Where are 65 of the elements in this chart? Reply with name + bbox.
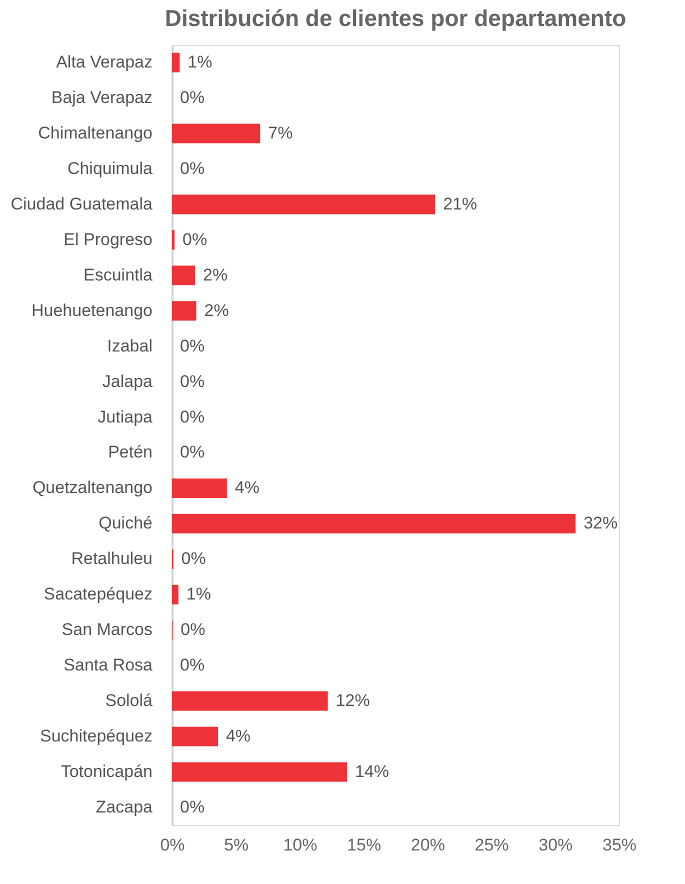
x-tick-label: 15% xyxy=(347,836,382,854)
bar xyxy=(172,266,195,286)
y-tick-label: Totonicapán xyxy=(60,762,152,781)
y-tick-label: Baja Verapaz xyxy=(51,88,152,108)
y-tick-label: Petén xyxy=(108,442,152,462)
y-tick-label: Huehuetenango xyxy=(31,300,152,320)
data-label: 0% xyxy=(180,442,205,462)
y-tick-label: San Marcos xyxy=(62,620,152,640)
data-label: 2% xyxy=(204,300,229,320)
y-tick-label: Alta Verapaz xyxy=(56,52,152,72)
data-label: 12% xyxy=(336,691,370,710)
data-label: 0% xyxy=(180,407,205,426)
data-label: 32% xyxy=(584,514,618,533)
bar xyxy=(172,301,196,321)
bar xyxy=(172,478,227,498)
data-label: 0% xyxy=(180,158,205,178)
bar xyxy=(172,52,180,72)
data-label: 1% xyxy=(186,584,211,604)
data-label: 0% xyxy=(182,230,208,249)
data-label: 0% xyxy=(181,549,206,568)
data-label: 0% xyxy=(180,336,205,356)
data-label: 4% xyxy=(226,726,251,746)
x-tick-label: 35% xyxy=(602,836,637,854)
x-tick-label: 10% xyxy=(283,836,318,854)
bar xyxy=(172,124,260,144)
bar xyxy=(172,514,576,534)
x-tick-label: 0% xyxy=(160,836,185,854)
bar xyxy=(172,194,436,214)
y-tick-label: Quetzaltenango xyxy=(32,478,152,498)
y-tick-label: Zacapa xyxy=(96,797,154,816)
data-label: 21% xyxy=(443,194,478,214)
y-tick-label: Chiquimula xyxy=(67,158,154,178)
y-tick-label: Santa Rosa xyxy=(64,656,154,675)
x-tick-label: 20% xyxy=(410,836,445,854)
data-label: 0% xyxy=(180,372,205,391)
data-label: 4% xyxy=(234,478,260,498)
y-tick-label: Jalapa xyxy=(102,372,154,391)
y-tick-label: Jutiapa xyxy=(98,407,154,426)
x-tick-label: 30% xyxy=(538,836,573,854)
y-tick-label: Chimaltenango xyxy=(38,124,152,142)
data-label: 2% xyxy=(202,265,228,284)
y-tick-label: Retalhuleu xyxy=(71,549,152,568)
y-tick-label: Izabal xyxy=(107,336,152,356)
data-label: 0% xyxy=(180,797,205,816)
data-label: 0% xyxy=(180,620,206,640)
x-tick-label: 25% xyxy=(474,836,509,854)
data-label: 0% xyxy=(180,88,205,108)
y-tick-label: Escuintla xyxy=(84,265,154,284)
bar xyxy=(172,726,218,746)
data-label: 14% xyxy=(354,762,389,781)
bar xyxy=(172,762,347,782)
x-tick-label: 5% xyxy=(224,836,249,854)
data-label: 0% xyxy=(180,656,205,675)
y-tick-label: Suchitepéquez xyxy=(40,726,152,746)
bar xyxy=(172,691,328,711)
y-tick-label: El Progreso xyxy=(64,230,152,249)
y-tick-label: Quiché xyxy=(98,514,152,533)
y-tick-label: Sololá xyxy=(105,691,154,710)
y-tick-label: Ciudad Guatemala xyxy=(10,194,154,214)
bar xyxy=(172,584,178,604)
y-tick-label: Sacatepéquez xyxy=(44,584,152,604)
bar xyxy=(172,230,175,250)
chart-title: Distribución de clientes por departamento xyxy=(164,5,626,31)
data-label: 1% xyxy=(188,52,212,72)
data-label: 7% xyxy=(268,124,293,142)
